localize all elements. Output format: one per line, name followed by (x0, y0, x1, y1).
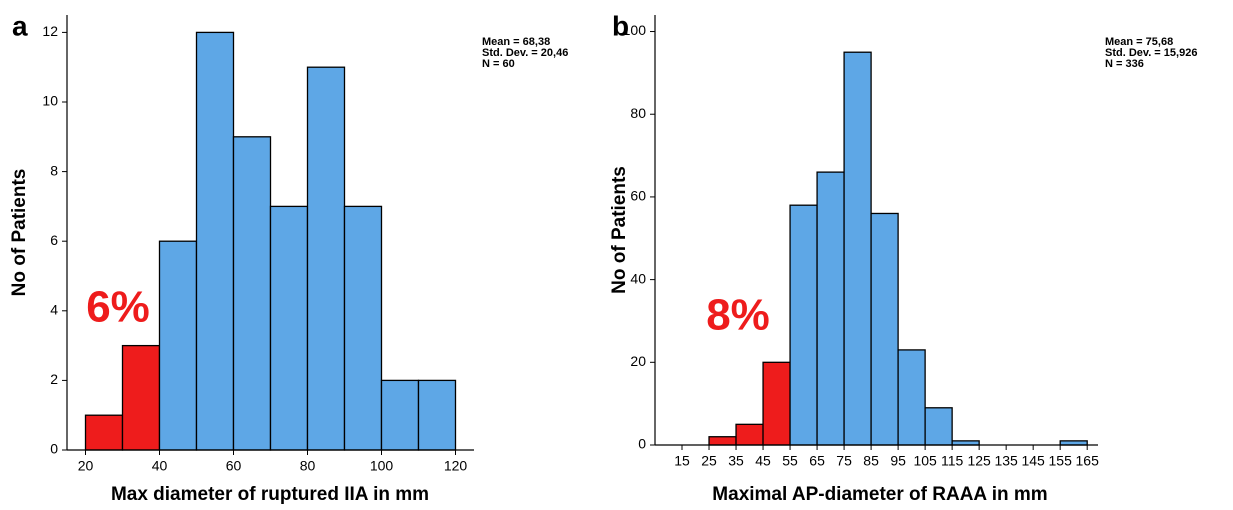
x-tick-label: 85 (863, 453, 879, 469)
x-tick-label: 165 (1076, 453, 1100, 469)
y-tick-label: 20 (630, 353, 646, 369)
annotation: 6% (86, 283, 150, 332)
bar (232, 136, 272, 451)
y-tick-label: 80 (630, 105, 646, 121)
bar (789, 204, 818, 446)
x-tick-label: 65 (809, 453, 825, 469)
bar (380, 379, 420, 451)
stat-line: Std. Dev. = 15,926 (1105, 47, 1197, 59)
y-tick-label: 4 (50, 302, 58, 318)
x-tick-label: 40 (152, 458, 168, 474)
x-axis-label: Maximal AP-diameter of RAAA in mm (712, 484, 1047, 505)
y-tick-label: 40 (630, 270, 646, 286)
x-axis-label: Max diameter of ruptured IIA in mm (111, 484, 429, 505)
x-tick-label: 25 (701, 453, 717, 469)
x-tick-label: 95 (890, 453, 906, 469)
bar (708, 436, 737, 446)
x-tick-label: 45 (755, 453, 771, 469)
x-tick-label: 125 (967, 453, 991, 469)
x-tick-label: 115 (941, 453, 964, 469)
x-tick-label: 60 (226, 458, 242, 474)
y-tick-label: 0 (638, 436, 646, 452)
stat-line: Std. Dev. = 20,46 (482, 47, 568, 59)
annotation: 8% (706, 291, 770, 340)
bar (735, 423, 764, 446)
y-tick-label: 12 (42, 23, 58, 39)
bar (121, 344, 161, 451)
x-tick-label: 155 (1049, 453, 1073, 469)
panel-label: b (612, 10, 629, 41)
stat-line: N = 60 (482, 58, 515, 70)
bar (195, 31, 235, 451)
x-tick-label: 120 (444, 458, 468, 474)
y-tick-label: 10 (42, 93, 58, 109)
y-tick-label: 2 (50, 371, 58, 387)
bar (343, 205, 383, 451)
x-tick-label: 80 (300, 458, 316, 474)
bar (816, 171, 845, 446)
x-tick-label: 35 (728, 453, 744, 469)
y-tick-label: 8 (50, 162, 58, 178)
x-tick-label: 55 (782, 453, 798, 469)
bar (417, 379, 457, 451)
bar (158, 240, 198, 451)
bar (951, 440, 980, 446)
y-tick-label: 60 (630, 188, 646, 204)
x-tick-label: 20 (78, 458, 94, 474)
y-tick-label: 6 (50, 232, 58, 248)
x-tick-label: 135 (994, 453, 1018, 469)
y-tick-label: 0 (50, 441, 58, 457)
panel-label: a (12, 10, 28, 41)
x-tick-label: 75 (836, 453, 852, 469)
y-tick-label: 100 (623, 22, 647, 38)
bar (269, 205, 309, 451)
x-tick-label: 100 (370, 458, 394, 474)
stat-line: Mean = 68,38 (482, 36, 550, 48)
bar (84, 414, 124, 451)
y-axis-label: No of Patients (9, 169, 30, 297)
bar (870, 212, 899, 446)
bar (924, 407, 953, 446)
stat-line: N = 336 (1105, 58, 1144, 70)
x-tick-label: 15 (674, 453, 690, 469)
stat-line: Mean = 75,68 (1105, 36, 1173, 48)
bar (762, 361, 791, 446)
bar (1059, 440, 1088, 446)
x-tick-label: 145 (1021, 453, 1045, 469)
x-tick-label: 105 (913, 453, 937, 469)
bar (306, 66, 346, 451)
bar (897, 349, 926, 446)
bar (843, 51, 872, 446)
y-axis-label: No of Patients (609, 166, 630, 294)
